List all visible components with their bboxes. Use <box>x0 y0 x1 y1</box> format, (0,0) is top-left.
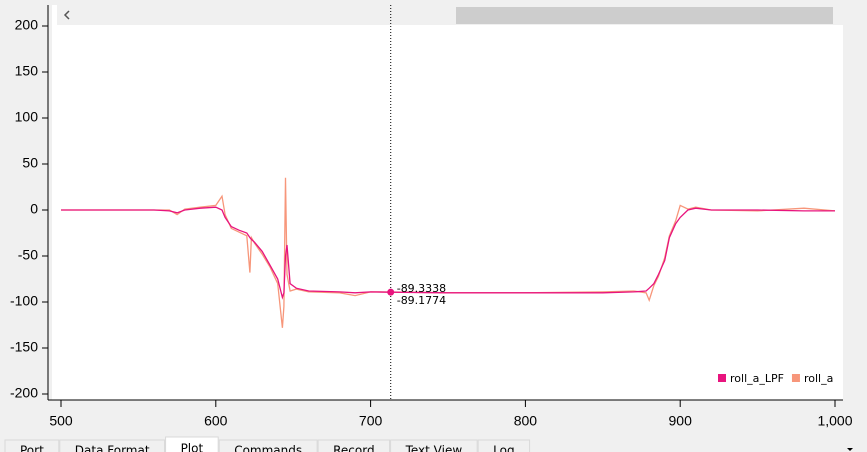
tab[interactable]: Plot <box>165 436 219 452</box>
legend-swatch <box>791 374 800 382</box>
tab[interactable]: Record <box>317 439 391 452</box>
tab-background[interactable] <box>477 439 531 452</box>
tab-background[interactable] <box>317 439 391 452</box>
x-tick-label: 700 <box>359 413 383 429</box>
tab[interactable]: Commands <box>218 439 318 452</box>
plot-area <box>52 5 843 400</box>
tab-menu-arrow[interactable] <box>847 448 853 451</box>
cursor-label: -89.3338 <box>397 282 446 295</box>
legend-label: roll_a_LPF <box>730 372 784 385</box>
tab-label[interactable]: Log <box>493 444 514 452</box>
y-tick-label: -150 <box>10 339 38 355</box>
tab-label[interactable]: Data Format <box>75 444 150 452</box>
tab-label[interactable]: Plot <box>181 442 204 452</box>
cursor-point <box>387 288 395 296</box>
scrollbar-thumb[interactable] <box>456 7 833 24</box>
tab-background[interactable] <box>4 439 60 452</box>
x-tick-label: 800 <box>514 413 538 429</box>
y-tick-label: -50 <box>18 247 38 263</box>
y-tick-label: 100 <box>15 109 39 125</box>
y-tick-label: -100 <box>10 293 38 309</box>
tab-label[interactable]: Text View <box>405 444 463 452</box>
tab-background[interactable] <box>218 439 318 452</box>
y-tick-label: -200 <box>10 385 38 401</box>
tab[interactable]: Data Format <box>59 439 166 452</box>
y-tick-label: 50 <box>22 155 38 171</box>
x-tick-label: 600 <box>204 413 228 429</box>
tab-background[interactable] <box>59 439 166 452</box>
y-tick-label: 150 <box>15 63 39 79</box>
tab-background[interactable] <box>390 439 478 452</box>
tab-background[interactable] <box>165 436 219 452</box>
tab-label[interactable]: Port <box>20 444 44 452</box>
scroll-left-arrow[interactable] <box>63 10 70 20</box>
x-tick-label: 900 <box>669 413 693 429</box>
cursor-label: -89.1774 <box>397 294 446 307</box>
x-tick-label: 500 <box>49 413 73 429</box>
y-tick-label: 200 <box>15 17 39 33</box>
tab-label[interactable]: Record <box>333 444 374 452</box>
y-tick-label: 0 <box>30 201 38 217</box>
tab[interactable]: Text View <box>390 439 478 452</box>
series-line <box>61 177 836 328</box>
x-tick-label: 1,000 <box>817 413 852 429</box>
series-line <box>61 206 835 300</box>
legend-swatch <box>718 374 726 382</box>
tab-label[interactable]: Commands <box>234 444 302 452</box>
tab[interactable]: Log <box>477 439 531 452</box>
tab[interactable]: Port <box>4 439 60 452</box>
legend-label: roll_a <box>804 372 833 385</box>
